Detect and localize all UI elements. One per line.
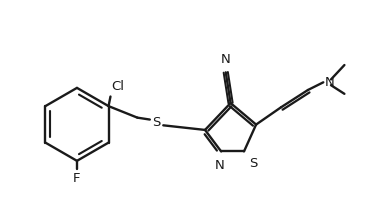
Text: S: S <box>152 116 161 129</box>
Text: S: S <box>249 157 258 170</box>
Text: F: F <box>73 172 81 185</box>
Text: N: N <box>214 159 224 172</box>
Text: N: N <box>325 76 335 89</box>
Text: N: N <box>221 53 230 66</box>
Text: Cl: Cl <box>111 80 124 93</box>
